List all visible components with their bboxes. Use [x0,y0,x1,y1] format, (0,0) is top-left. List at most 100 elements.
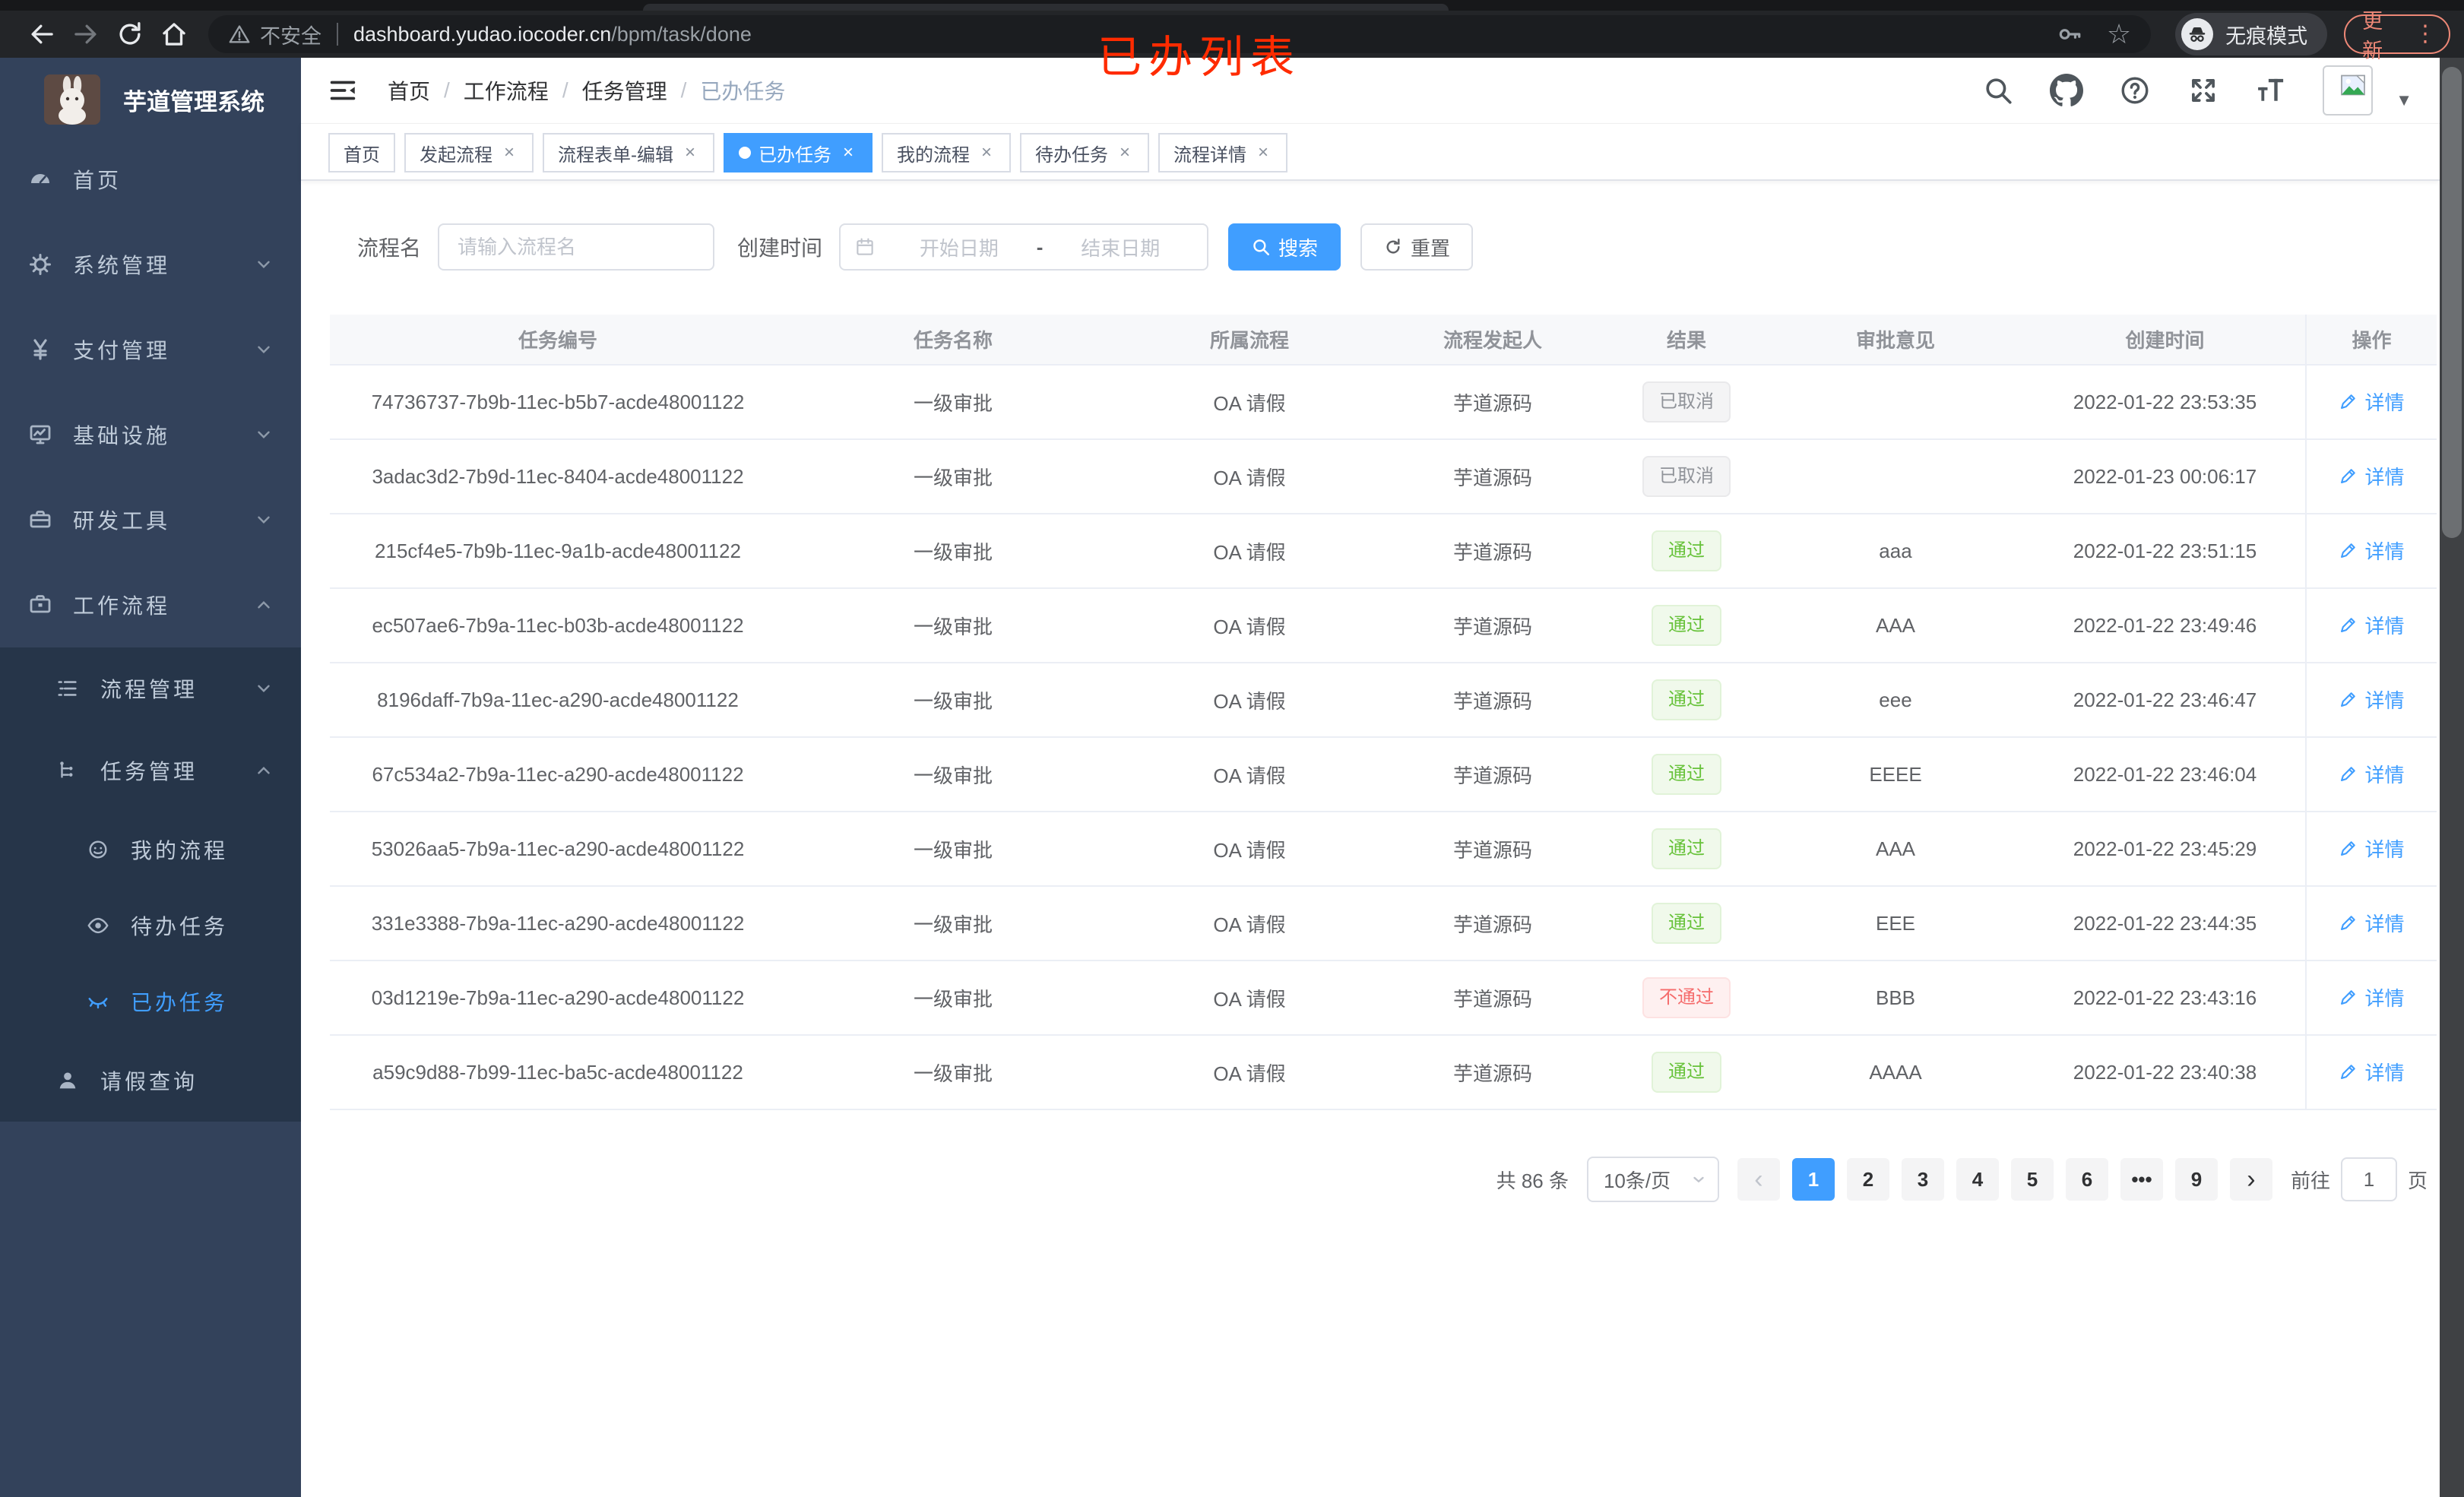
status-badge: 已取消 [1642,381,1731,423]
page-size-select[interactable]: 10条/页 [1586,1157,1719,1202]
page-button-3[interactable]: 3 [1901,1158,1944,1201]
prev-page-button[interactable]: ‹ [1737,1158,1780,1201]
cell-process: OA 请假 [1120,812,1379,887]
sidebar-collapse-icon[interactable] [327,74,359,106]
breadcrumb-item-current: 已办任务 [700,80,786,103]
back-icon[interactable] [20,14,64,54]
update-label[interactable]: 更新 [2362,10,2383,62]
more-pages-button[interactable]: ••• [2120,1158,2163,1201]
update-button[interactable]: 更新 ⋮ [2344,10,2450,62]
cell-starter: 芋道源码 [1379,737,1607,812]
detail-button[interactable]: 详情 [2339,834,2405,862]
bookmark-star-icon[interactable]: ☆ [2106,18,2132,49]
sidebar-item-home[interactable]: 首页 [0,137,301,222]
chevron-down-icon [254,255,274,274]
close-icon[interactable]: × [1257,142,1268,163]
reload-icon[interactable] [108,14,152,54]
sidebar-item-todo-tasks[interactable]: 待办任务 [0,888,301,964]
close-icon[interactable]: × [1119,142,1130,163]
browser-menu-icon[interactable]: ⋮ [2414,21,2437,46]
tab-form-edit[interactable]: 流程表单-编辑 × [543,133,714,172]
sidebar-item-done-tasks[interactable]: 已办任务 [0,964,301,1040]
detail-button[interactable]: 详情 [2339,760,2405,788]
search-icon[interactable] [1981,73,2016,108]
table-row: 215cf4e5-7b9b-11ec-9a1b-acde48001122 一级审… [330,514,2437,589]
sidebar-item-process-mgmt[interactable]: 流程管理 [0,647,301,730]
page-button-6[interactable]: 6 [2065,1158,2108,1201]
page-button-1[interactable]: 1 [1791,1158,1835,1201]
avatar[interactable] [2323,65,2374,116]
tab-my-process[interactable]: 我的流程 × [882,133,1011,172]
start-date-placeholder[interactable]: 开始日期 [919,236,999,260]
sidebar-item-workflow[interactable]: 工作流程 [0,562,301,647]
sidebar-item-payment[interactable]: 支付管理 [0,307,301,392]
chevron-up-icon [254,761,274,780]
next-page-button[interactable]: › [2229,1158,2272,1201]
process-name-input[interactable] [438,223,715,271]
breadcrumb-item[interactable]: 任务管理 [581,80,667,103]
tab-home[interactable]: 首页 [328,133,395,172]
sidebar-item-leave-query[interactable]: 请假查询 [0,1040,301,1122]
url-domain[interactable]: dashboard.yudao.iocoder.cn [353,22,612,46]
scrollbar-thumb[interactable] [2442,67,2462,538]
end-date-placeholder[interactable]: 结束日期 [1081,236,1161,260]
goto-page-input[interactable] [2340,1157,2397,1201]
page-scrollbar[interactable] [2440,58,2464,1497]
tab-start-process[interactable]: 发起流程 × [404,133,534,172]
password-key-icon[interactable] [2057,21,2082,47]
search-button[interactable]: 搜索 [1228,223,1341,271]
tab-label: 首页 [344,144,380,166]
page-button-2[interactable]: 2 [1846,1158,1889,1201]
detail-button[interactable]: 详情 [2339,685,2405,714]
close-icon[interactable]: × [980,142,992,163]
col-task-name: 任务名称 [786,315,1120,366]
url-path[interactable]: /bpm/task/done [611,22,752,46]
sidebar-item-infra[interactable]: 基础设施 [0,392,301,477]
date-range-picker[interactable]: 开始日期 - 结束日期 [839,223,1209,271]
avatar-caret-icon[interactable]: ▼ [2396,90,2412,109]
page-size-value: 10条/页 [1603,1169,1671,1192]
fullscreen-icon[interactable] [2186,73,2221,108]
github-icon[interactable] [2049,73,2084,108]
tab-process-detail[interactable]: 流程详情 × [1158,133,1287,172]
table-row: 74736737-7b9b-11ec-b5b7-acde48001122 一级审… [330,365,2437,440]
reset-button[interactable]: 重置 [1360,223,1474,271]
detail-button[interactable]: 详情 [2339,462,2405,490]
breadcrumb-item[interactable]: 首页 [388,80,431,103]
logo-row[interactable]: 芋道管理系统 [0,58,301,126]
pager: ‹ 1 2 3 4 5 6 ••• 9 › [1737,1158,2272,1201]
detail-button[interactable]: 详情 [2339,909,2405,937]
cell-result: 通过 [1607,514,1766,589]
detail-label: 详情 [2364,540,2405,563]
sidebar-item-devtools[interactable]: 研发工具 [0,477,301,562]
toolbox-icon [27,507,53,533]
font-size-icon[interactable] [2254,73,2289,108]
detail-button[interactable]: 详情 [2339,1058,2405,1086]
breadcrumb-item[interactable]: 工作流程 [463,80,549,103]
help-icon[interactable] [2117,73,2152,108]
sidebar-item-task-mgmt[interactable]: 任务管理 [0,730,301,812]
security-label[interactable]: 不安全 [260,24,321,48]
page-button-9[interactable]: 9 [2174,1158,2218,1201]
chevron-down-icon [254,679,274,698]
browser-active-tab[interactable] [643,4,1449,11]
cell-comment: EEEE [1766,737,2025,812]
url-bar[interactable]: 不安全 dashboard.yudao.iocoder.cn/bpm/task/… [208,15,2152,53]
close-icon[interactable]: × [684,142,695,163]
close-icon[interactable]: × [842,142,854,163]
close-icon[interactable]: × [503,142,515,163]
detail-button[interactable]: 详情 [2339,388,2405,416]
total-count: 共 86 条 [1496,1169,1569,1192]
forward-icon[interactable] [64,14,108,54]
sidebar-item-my-process[interactable]: 我的流程 [0,812,301,888]
cell-create-time: 2022-01-22 23:53:35 [2025,365,2306,440]
detail-button[interactable]: 详情 [2339,536,2405,565]
page-button-5[interactable]: 5 [2010,1158,2054,1201]
page-button-4[interactable]: 4 [1956,1158,1999,1201]
tab-todo-tasks[interactable]: 待办任务 × [1020,133,1149,172]
sidebar-item-system[interactable]: 系统管理 [0,222,301,307]
detail-button[interactable]: 详情 [2339,611,2405,639]
home-icon[interactable] [152,14,196,54]
detail-button[interactable]: 详情 [2339,983,2405,1011]
tab-done-tasks[interactable]: 已办任务 × [724,133,873,172]
